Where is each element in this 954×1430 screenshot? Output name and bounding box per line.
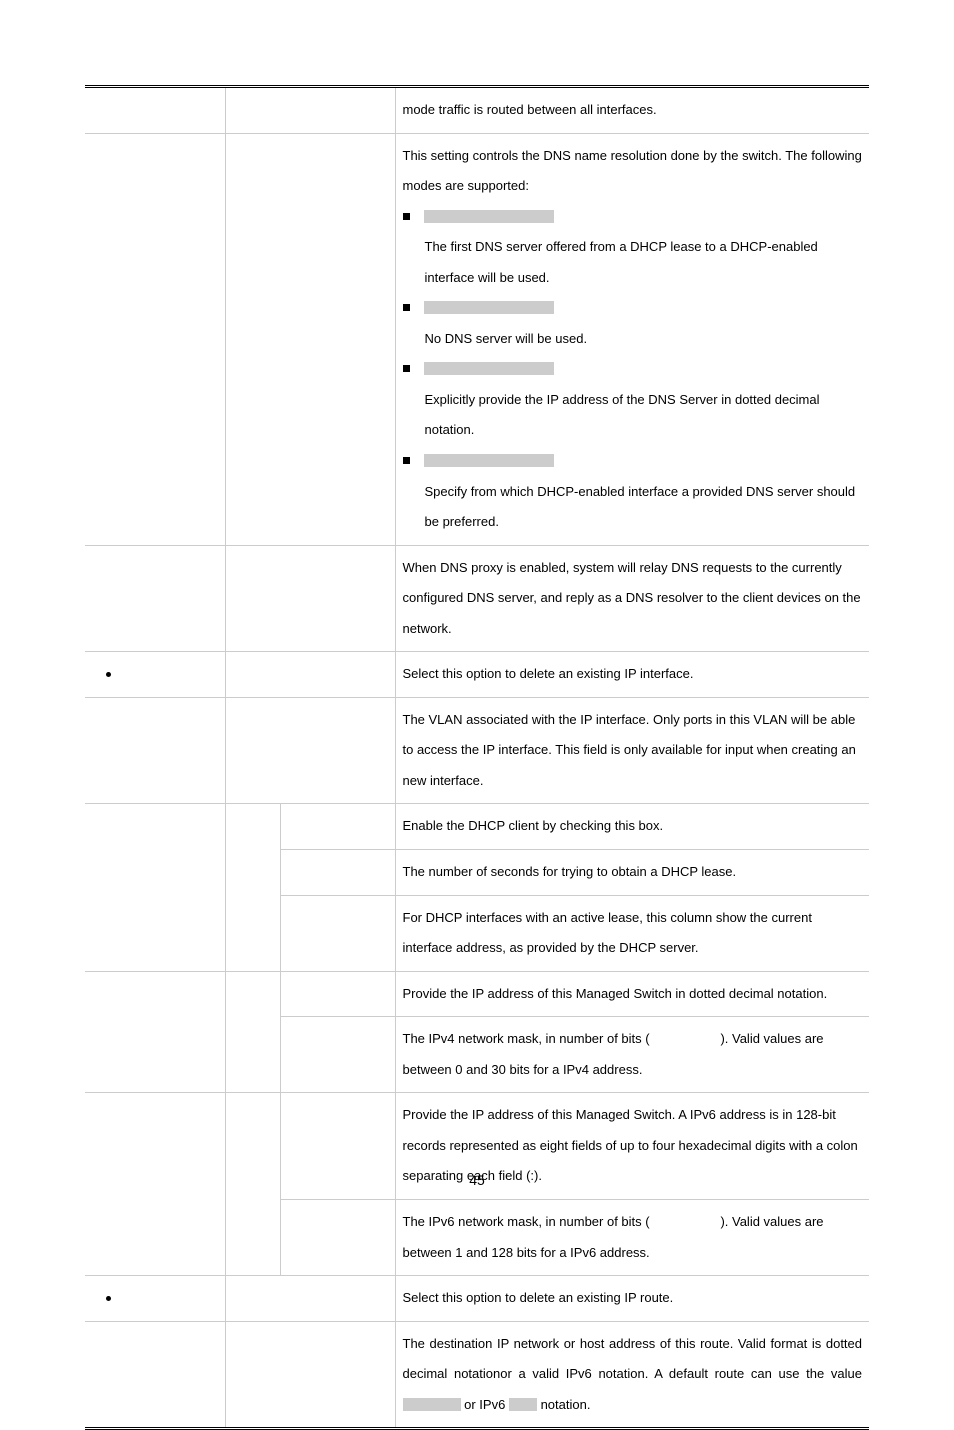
bullet-row (403, 354, 863, 385)
page-container: mode traffic is routed between all inter… (0, 0, 954, 1430)
desc-intro: This setting controls the DNS name resol… (403, 141, 863, 202)
square-bullet-icon (403, 213, 410, 220)
page-number: 45 (0, 1172, 954, 1188)
dot-bullet-icon (106, 1296, 111, 1301)
dot-bullet-icon (106, 672, 111, 677)
square-bullet-icon (403, 304, 410, 311)
bullet-row (403, 202, 863, 233)
bullet-row (403, 446, 863, 477)
cell-param (280, 850, 395, 896)
desc-text: Select this option to delete an existing… (403, 666, 694, 681)
cell-desc: mode traffic is routed between all inter… (395, 87, 869, 134)
table-row: Select this option to delete an existing… (85, 652, 869, 698)
cell-desc: Select this option to delete an existing… (395, 1276, 869, 1322)
desc-pre: The IPv6 network mask, in number of bits… (403, 1214, 650, 1229)
redacted-value (403, 1398, 461, 1411)
bullet-text: No DNS server will be used. (403, 324, 863, 355)
cell-param (225, 652, 395, 698)
table-row: Select this option to delete an existing… (85, 1276, 869, 1322)
hidden-text: prefix length (650, 1214, 721, 1229)
bullet-text: The first DNS server offered from a DHCP… (403, 232, 863, 293)
desc-text: For DHCP interfaces with an active lease… (403, 910, 812, 956)
cell-label (85, 971, 225, 1093)
redacted-label (424, 362, 554, 375)
desc-text: Select this option to delete an existing… (403, 1290, 674, 1305)
cell-desc: Provide the IP address of this Managed S… (395, 971, 869, 1017)
table-row: The destination IP network or host addre… (85, 1321, 869, 1429)
bullet-text: Explicitly provide the IP address of the… (403, 385, 863, 446)
cell-label (85, 697, 225, 804)
cell-desc: This setting controls the DNS name resol… (395, 133, 869, 545)
table-row: Enable the DHCP client by checking this … (85, 804, 869, 850)
square-bullet-icon (403, 457, 410, 464)
desc-text: Enable the DHCP client by checking this … (403, 818, 664, 833)
square-bullet-icon (403, 365, 410, 372)
desc-text: Provide the IP address of this Managed S… (403, 986, 828, 1001)
hidden-text: prefix length (650, 1031, 721, 1046)
desc-text: The number of seconds for trying to obta… (403, 864, 737, 879)
config-table: mode traffic is routed between all inter… (85, 85, 869, 1430)
cell-desc: When DNS proxy is enabled, system will r… (395, 545, 869, 652)
desc-pre: The IPv4 network mask, in number of bits… (403, 1031, 650, 1046)
cell-param (225, 545, 395, 652)
cell-param (280, 895, 395, 971)
cell-param (225, 697, 395, 804)
redacted-label (424, 210, 554, 223)
cell-subgroup (225, 804, 280, 971)
cell-desc: Select this option to delete an existing… (395, 652, 869, 698)
bullet-text: Specify from which DHCP-enabled interfac… (403, 477, 863, 538)
redacted-value (509, 1398, 537, 1411)
desc-text: mode traffic is routed between all inter… (403, 102, 657, 117)
desc-text: notation. (541, 1397, 591, 1412)
cell-param (225, 1321, 395, 1429)
cell-label (85, 804, 225, 971)
cell-label (85, 1276, 225, 1322)
table-row: The VLAN associated with the IP interfac… (85, 697, 869, 804)
cell-label (85, 1321, 225, 1429)
redacted-label (424, 454, 554, 467)
table-row: mode traffic is routed between all inter… (85, 87, 869, 134)
cell-label (85, 87, 225, 134)
redacted-label (424, 301, 554, 314)
desc-text: The destination IP network or host addre… (403, 1336, 863, 1382)
cell-desc: The destination IP network or host addre… (395, 1321, 869, 1429)
table-row: This setting controls the DNS name resol… (85, 133, 869, 545)
table-row: Provide the IP address of this Managed S… (85, 971, 869, 1017)
desc-text: or IPv6 (464, 1397, 505, 1412)
cell-desc: The VLAN associated with the IP interfac… (395, 697, 869, 804)
cell-param (280, 1017, 395, 1093)
cell-param (280, 971, 395, 1017)
cell-param (225, 87, 395, 134)
cell-label (85, 545, 225, 652)
cell-desc: The number of seconds for trying to obta… (395, 850, 869, 896)
cell-param (280, 1199, 395, 1275)
desc-text: The VLAN associated with the IP interfac… (403, 712, 856, 788)
table-row: When DNS proxy is enabled, system will r… (85, 545, 869, 652)
cell-desc: For DHCP interfaces with an active lease… (395, 895, 869, 971)
cell-param (225, 1276, 395, 1322)
desc-text: When DNS proxy is enabled, system will r… (403, 560, 861, 636)
cell-param (225, 133, 395, 545)
cell-desc: The IPv4 network mask, in number of bits… (395, 1017, 869, 1093)
cell-param (280, 804, 395, 850)
cell-desc: Enable the DHCP client by checking this … (395, 804, 869, 850)
cell-subgroup (225, 971, 280, 1093)
cell-label (85, 652, 225, 698)
bullet-row (403, 293, 863, 324)
cell-label (85, 133, 225, 545)
cell-desc: The IPv6 network mask, in number of bits… (395, 1199, 869, 1275)
